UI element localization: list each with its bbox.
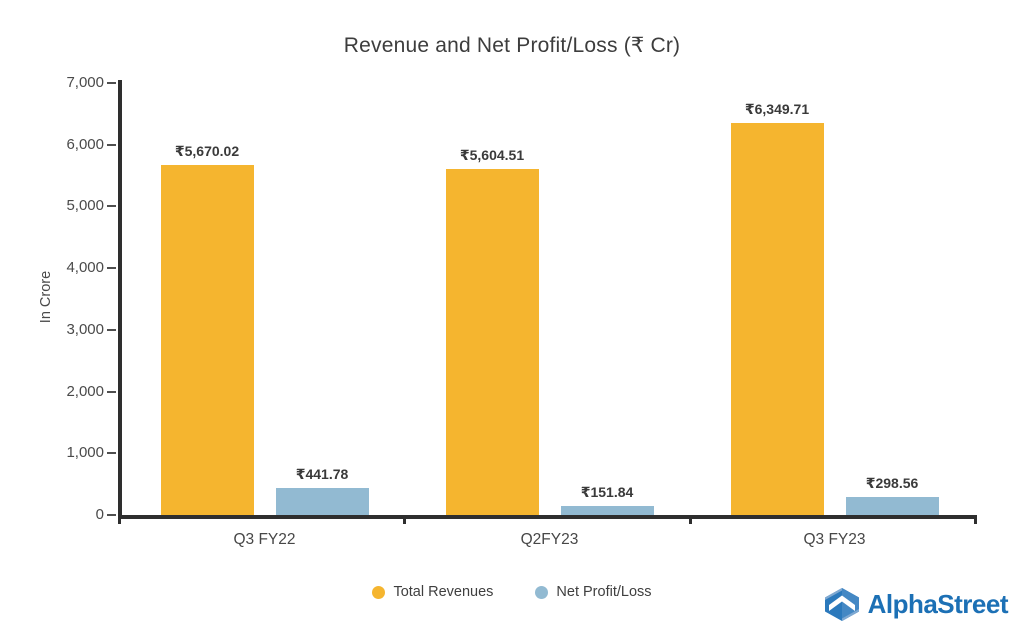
bar-value-label: ₹441.78 [295, 465, 349, 482]
bar-value-label: ₹5,604.51 [459, 147, 525, 164]
y-tick-mark [107, 328, 116, 331]
y-tick-mark [107, 205, 116, 208]
legend-label: Total Revenues [393, 584, 494, 600]
y-tick-mark [107, 82, 116, 84]
bar-value-label: ₹5,670.02 [174, 143, 240, 160]
y-tick-label: 1,000 [66, 444, 104, 462]
bar-value-label: ₹6,349.71 [744, 101, 810, 118]
category-label-q3-fy23: Q3 FY23 [803, 531, 866, 548]
y-axis-line [118, 80, 122, 519]
bar-net-profit-loss-q3-fy22: ₹441.78 [275, 466, 369, 515]
bar-net-profit-loss-q3-fy23: ₹298.56 [845, 475, 939, 515]
legend-item-net-profit-loss: Net Profit/Loss [535, 584, 652, 600]
bar-total-revenues-q2fy23: ₹5,604.51 [445, 147, 539, 515]
bar-net-profit-loss-q2fy23: ₹151.84 [560, 484, 654, 515]
y-tick-label: 5,000 [66, 197, 104, 215]
category-label-q2fy23: Q2FY23 [520, 531, 579, 548]
y-tick-mark [107, 452, 116, 455]
x-tick-mark [118, 519, 121, 524]
x-tick-mark [403, 519, 407, 524]
bar-value-label: ₹151.84 [580, 483, 634, 500]
y-tick-label: 7,000 [66, 74, 104, 91]
y-tick-label: 4,000 [66, 259, 104, 277]
x-tick-mark [974, 519, 977, 524]
y-tick-label: 3,000 [66, 320, 104, 338]
alphastreet-chevron-icon [823, 587, 861, 622]
y-tick-mark [107, 143, 116, 146]
bar-group-q3-fy23: ₹6,349.71 ₹298.56 [692, 83, 977, 515]
legend: Total Revenues Net Profit/Loss [0, 584, 1024, 600]
bar-group-q3-fy22: ₹5,670.02 ₹441.78 [122, 83, 407, 515]
bar-group-q2fy23: ₹5,604.51 ₹151.84 [407, 83, 692, 515]
total-revenues-swatch-icon [372, 585, 386, 599]
legend-label: Net Profit/Loss [556, 584, 652, 600]
y-tick-mark [107, 514, 116, 516]
y-tick-mark [107, 390, 116, 393]
chart-title: Revenue and Net Profit/Loss (₹ Cr) [343, 34, 681, 57]
y-tick-mark [107, 267, 116, 270]
y-axis-title: In Crore [38, 270, 54, 324]
legend-item-total-revenues: Total Revenues [372, 584, 493, 600]
category-label-q3-fy22: Q3 FY22 [233, 531, 296, 548]
alphastreet-logo-text: AlphaStreet [867, 588, 1009, 619]
y-tick-label: 2,000 [66, 382, 104, 400]
bar-total-revenues-q3-fy23: ₹6,349.71 [730, 101, 824, 515]
plot-area: ₹5,670.02 ₹441.78 ₹5,604.51 ₹151.84 ₹6,349.7… [122, 83, 977, 515]
alphastreet-logo: AlphaStreet [823, 584, 1009, 624]
bar-value-label: ₹298.56 [865, 474, 919, 491]
bar-total-revenues-q3-fy22: ₹5,670.02 [160, 143, 254, 515]
y-tick-label: 0 [95, 506, 104, 523]
x-axis-line [118, 515, 977, 519]
x-axis-labels: Q3 FY22 Q2FY23 Q3 FY23 [122, 531, 977, 549]
x-tick-mark [688, 519, 692, 524]
y-tick-label: 6,000 [66, 135, 104, 153]
net-profit-loss-swatch-icon [535, 585, 549, 599]
